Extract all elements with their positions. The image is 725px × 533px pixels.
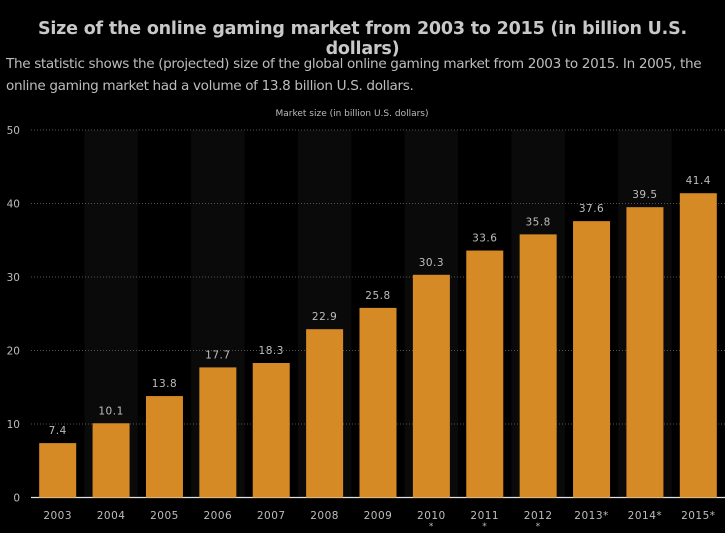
bar bbox=[199, 367, 237, 498]
chart-title: Size of the online gaming market from 20… bbox=[37, 19, 687, 59]
bar bbox=[92, 423, 130, 498]
x-tick-label: 2003 bbox=[43, 510, 72, 522]
data-label: 13.8 bbox=[152, 378, 177, 390]
data-label: 18.3 bbox=[259, 345, 284, 357]
data-label: 35.8 bbox=[525, 216, 550, 228]
bar bbox=[306, 329, 344, 498]
y-tick-label: 10 bbox=[7, 419, 20, 431]
data-label: 30.3 bbox=[419, 257, 444, 269]
x-tick-label: 2012 bbox=[524, 510, 553, 522]
bar bbox=[359, 307, 397, 498]
chart-description: The statistic shows the (projected) size… bbox=[6, 56, 702, 94]
y-tick-label: 30 bbox=[7, 272, 20, 284]
x-tick-label: * bbox=[536, 522, 541, 532]
data-label: 22.9 bbox=[312, 311, 337, 323]
data-label: 25.8 bbox=[365, 290, 390, 302]
x-tick-label: 2011 bbox=[470, 510, 499, 522]
data-label: 37.6 bbox=[579, 203, 604, 215]
x-tick-label: 2010 bbox=[417, 510, 446, 522]
x-tick-label: 2006 bbox=[203, 510, 232, 522]
x-tick-label: 2005 bbox=[150, 510, 179, 522]
data-label: 41.4 bbox=[686, 175, 711, 187]
data-label: 33.6 bbox=[472, 233, 497, 245]
x-tick-label: * bbox=[429, 522, 434, 532]
y-tick-label: 40 bbox=[7, 199, 20, 211]
bar bbox=[679, 193, 717, 498]
bar bbox=[412, 274, 450, 498]
data-label: 17.7 bbox=[205, 349, 230, 361]
x-tick-label: 2004 bbox=[97, 510, 126, 522]
x-tick-label: 2009 bbox=[364, 510, 393, 522]
bar bbox=[39, 443, 77, 498]
data-label: 39.5 bbox=[632, 189, 657, 201]
x-tick-label: 2014* bbox=[628, 510, 662, 522]
x-tick-label: 2013* bbox=[574, 510, 608, 522]
bar bbox=[626, 207, 664, 498]
bar bbox=[466, 250, 504, 498]
y-tick-label: 20 bbox=[7, 346, 20, 358]
bar bbox=[252, 362, 290, 498]
bar bbox=[573, 221, 611, 498]
data-label: 7.4 bbox=[49, 425, 67, 437]
y-tick-label: 0 bbox=[13, 493, 20, 505]
x-tick-label: 2007 bbox=[257, 510, 286, 522]
x-tick-label: 2015* bbox=[681, 510, 715, 522]
bar bbox=[519, 234, 557, 498]
x-tick-label: 2008 bbox=[310, 510, 339, 522]
series-label: Market size (in billion U.S. dollars) bbox=[276, 109, 429, 119]
x-tick-label: * bbox=[482, 522, 487, 532]
bar bbox=[145, 396, 183, 498]
data-label: 10.1 bbox=[98, 405, 123, 417]
y-tick-label: 50 bbox=[7, 125, 20, 137]
